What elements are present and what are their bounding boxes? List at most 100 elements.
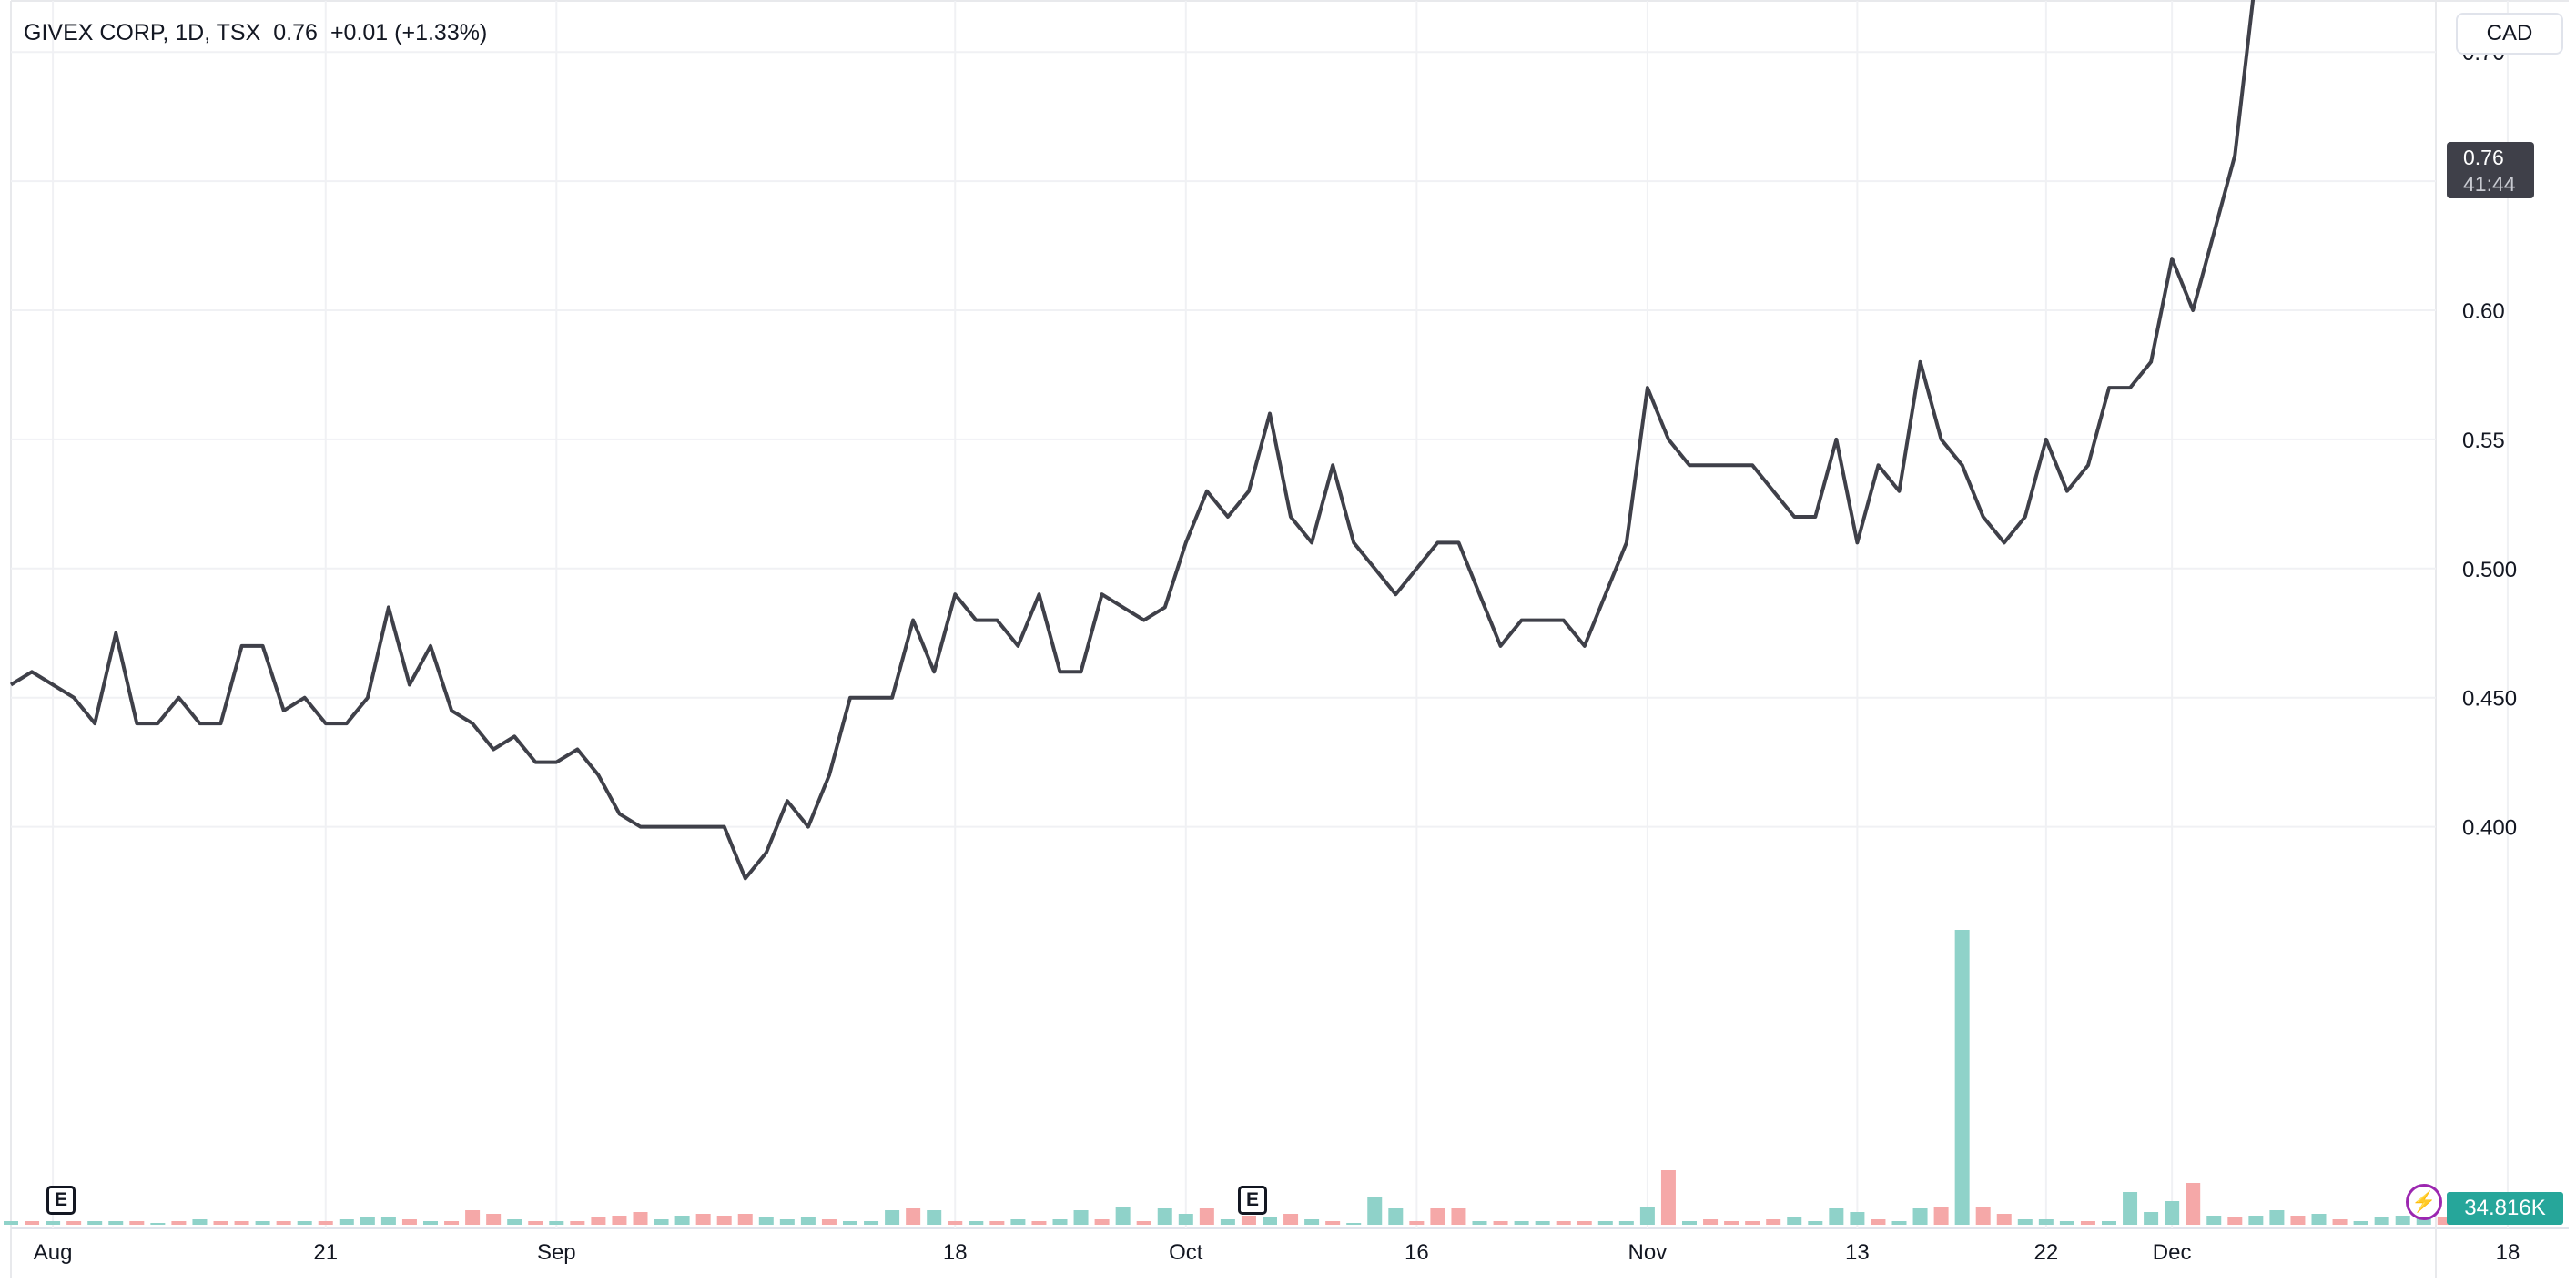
price-line <box>9 0 2256 881</box>
x-tick-label: 13 <box>1845 1240 1870 1265</box>
volume-bar <box>1912 1208 1928 1225</box>
volume-bar <box>192 1219 208 1225</box>
volume-bar <box>2059 1221 2074 1225</box>
price-change: +0.01 (+1.33%) <box>330 19 488 45</box>
volume-bar <box>1618 1221 1634 1225</box>
volume-bar <box>1996 1214 2012 1225</box>
currency-button[interactable]: CAD <box>2456 13 2563 55</box>
volume-bar <box>2227 1217 2243 1225</box>
volume-bar <box>1724 1221 1739 1225</box>
volume-bar <box>1157 1208 1172 1225</box>
y-tick-label: 0.500 <box>2462 558 2517 582</box>
volume-bar <box>2248 1216 2264 1225</box>
volume-bar <box>1031 1221 1047 1225</box>
volume-bar <box>2332 1219 2348 1225</box>
volume-bar <box>2165 1201 2180 1225</box>
x-tick-label: 22 <box>2033 1240 2058 1265</box>
volume-bar <box>1073 1210 1089 1225</box>
earnings-badge-icon[interactable]: E <box>1238 1186 1267 1215</box>
volume-bar <box>1199 1208 1214 1225</box>
volume-bar <box>1660 1170 1676 1225</box>
volume-bar <box>1745 1221 1760 1225</box>
volume-bar <box>779 1219 795 1225</box>
volume-bar <box>1556 1221 1571 1225</box>
volume-bar <box>654 1219 669 1225</box>
volume-bar <box>1283 1214 1299 1225</box>
volume-bar <box>1430 1208 1445 1225</box>
y-tick-label: 0.55 <box>2462 429 2505 453</box>
volume-bar <box>2144 1212 2159 1225</box>
x-tick-label: Dec <box>2153 1240 2192 1265</box>
volume-bar <box>297 1221 312 1225</box>
volume-bar <box>1829 1208 1844 1225</box>
last-price-tag-value: 0.76 <box>2463 146 2504 169</box>
volume-bar <box>612 1216 627 1225</box>
volume-bar <box>821 1219 837 1225</box>
volume-bar <box>4 1221 18 1225</box>
volume-bar <box>129 1221 145 1225</box>
volume-bar <box>1367 1197 1383 1225</box>
volume-bar <box>1304 1219 1320 1225</box>
volume-bar <box>465 1210 481 1225</box>
chart-legend-header: GIVEX CORP, 1D, TSX 0.76 +0.01 (+1.33%) <box>24 15 487 51</box>
last-price-tag: 0.76 41:44 <box>2447 142 2534 198</box>
volume-bar <box>25 1221 40 1225</box>
volume-bar <box>2123 1192 2138 1225</box>
symbol-title[interactable]: GIVEX CORP, 1D, TSX <box>24 19 261 45</box>
volume-bar <box>2290 1216 2306 1225</box>
volume-bar <box>2080 1221 2095 1225</box>
volume-bar <box>549 1221 564 1225</box>
volume-bar <box>2311 1214 2327 1225</box>
volume-bar <box>360 1217 375 1225</box>
volume-bar <box>1052 1219 1068 1225</box>
volume-bar <box>2269 1210 2285 1225</box>
volume-bar <box>2102 1221 2116 1225</box>
volume-bar <box>1220 1219 1235 1225</box>
volume-bar <box>46 1221 61 1225</box>
volume-bar <box>150 1223 166 1225</box>
volume-bar <box>1850 1212 1865 1225</box>
volume-bar <box>758 1217 774 1225</box>
volume-bar <box>1346 1223 1362 1225</box>
volume-bar <box>1975 1207 1991 1225</box>
volume-bar <box>989 1221 1005 1225</box>
volume-bar <box>2353 1221 2368 1225</box>
volume-bar <box>1409 1221 1425 1225</box>
volume-bar <box>2206 1216 2222 1225</box>
volume-tag: 34.816K <box>2447 1192 2563 1225</box>
volume-bar <box>2186 1183 2201 1225</box>
x-tick-label: Aug <box>34 1240 73 1265</box>
volume-bar <box>401 1219 417 1225</box>
volume-bar <box>716 1216 732 1225</box>
volume-bar <box>737 1214 753 1225</box>
volume-bar <box>2374 1217 2389 1225</box>
earnings-badge-icon[interactable]: E <box>46 1186 76 1215</box>
volume-bar <box>695 1214 711 1225</box>
x-tick-label: 18 <box>943 1240 968 1265</box>
volume-bar <box>1639 1207 1655 1225</box>
volume-bar <box>843 1221 857 1225</box>
volume-bar <box>927 1210 942 1225</box>
volume-bar <box>507 1219 522 1225</box>
volume-bar <box>1241 1216 1256 1225</box>
y-tick-label: 0.60 <box>2462 299 2505 324</box>
volume-bar <box>1891 1221 1907 1225</box>
volume-bar <box>1115 1207 1131 1225</box>
volume-bar <box>2038 1219 2054 1225</box>
volume-bar <box>1178 1214 1193 1225</box>
volume-bar <box>255 1221 270 1225</box>
volume-bar <box>906 1208 921 1225</box>
volume-bar <box>1136 1221 1151 1225</box>
volume-bar <box>2437 1217 2452 1225</box>
volume-bar <box>800 1217 816 1225</box>
x-tick-label: 21 <box>313 1240 338 1265</box>
volume-bar <box>1766 1219 1781 1225</box>
volume-bar <box>1514 1221 1529 1225</box>
volume-bar <box>591 1217 606 1225</box>
volume-bar <box>108 1221 124 1225</box>
volume-bar <box>423 1221 438 1225</box>
x-tick-label: 18 <box>2496 1240 2520 1265</box>
lightning-icon[interactable]: ⚡ <box>2406 1184 2442 1220</box>
